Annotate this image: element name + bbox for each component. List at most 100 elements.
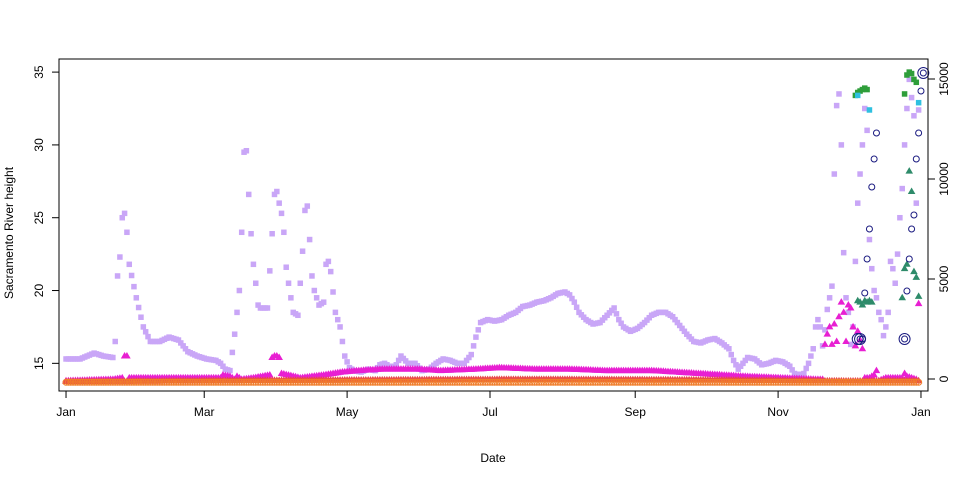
data-point-baseline	[252, 378, 260, 386]
data-point-baseline	[88, 378, 96, 386]
data-point-baseline	[509, 378, 517, 386]
data-point-baseline	[901, 378, 909, 386]
data-point-baseline	[680, 378, 688, 386]
data-point-baseline	[200, 378, 208, 386]
data-point-baseline	[528, 378, 536, 386]
data-point-flow	[825, 322, 834, 330]
data-point-height	[862, 105, 868, 112]
data-point-height	[302, 207, 308, 214]
data-point-baseline	[748, 378, 756, 386]
data-point-teal_series	[907, 187, 916, 194]
data-point-baseline	[125, 378, 133, 386]
data-point-baseline	[821, 378, 829, 386]
data-point-baseline	[638, 378, 646, 386]
data-point-navy_series	[903, 287, 911, 295]
data-point-baseline	[561, 378, 569, 386]
data-point-height	[908, 94, 915, 101]
data-point-baseline	[376, 378, 384, 386]
data-point-baseline	[720, 378, 728, 386]
data-point-height	[669, 313, 676, 320]
data-point-baseline	[598, 378, 606, 386]
data-point-baseline	[449, 378, 457, 386]
data-point-baseline	[160, 378, 168, 386]
data-point-height	[297, 280, 304, 286]
data-point-baseline	[81, 378, 89, 386]
data-point-baseline	[210, 378, 218, 386]
data-point-baseline	[495, 378, 503, 386]
data-point-height	[323, 261, 329, 268]
data-point-baseline	[713, 378, 721, 386]
y-right-axis: 0 5000 10000 15000	[927, 62, 951, 382]
data-point-baseline	[516, 378, 524, 386]
data-point-baseline	[378, 378, 386, 386]
data-point-baseline	[107, 378, 115, 386]
data-point-baseline	[755, 378, 763, 386]
data-point-navy_series	[910, 211, 918, 219]
data-point-baseline	[502, 378, 510, 386]
data-point-height	[313, 295, 320, 301]
data-point-baseline	[650, 378, 658, 386]
data-point-height	[836, 91, 842, 97]
data-point-height	[679, 325, 685, 332]
data-point-baseline	[577, 378, 585, 386]
data-point-baseline	[610, 378, 618, 386]
data-point-baseline	[186, 378, 194, 386]
data-point-baseline	[619, 378, 627, 386]
data-point-height	[119, 214, 125, 221]
data-point-baseline	[341, 378, 349, 386]
data-point-baseline	[739, 378, 747, 386]
data-point-height	[899, 185, 905, 192]
data-point-baseline	[139, 378, 147, 386]
data-point-navy_series	[912, 155, 920, 163]
data-point-height	[817, 324, 824, 330]
data-point-baseline	[814, 378, 822, 386]
data-point-baseline	[601, 378, 609, 386]
data-point-baseline	[500, 378, 508, 386]
data-point-height	[395, 357, 402, 364]
data-point-height	[475, 327, 482, 333]
data-point-baseline	[465, 378, 473, 386]
data-point-baseline	[268, 378, 276, 386]
data-point-baseline	[870, 378, 878, 386]
data-point-baseline	[657, 378, 665, 386]
data-point-baseline	[533, 378, 541, 386]
data-point-baseline	[100, 378, 108, 386]
data-point-baseline	[716, 378, 724, 386]
data-point-baseline	[228, 378, 236, 386]
data-point-height	[913, 200, 920, 206]
data-point-baseline	[535, 378, 543, 386]
data-point-baseline	[238, 378, 246, 386]
data-point-flow	[914, 299, 923, 307]
data-point-baseline	[905, 378, 913, 386]
data-point-baseline	[90, 378, 98, 386]
data-point-height	[281, 229, 287, 236]
data-point-height	[140, 324, 147, 330]
data-point-teal_series	[910, 267, 918, 275]
data-point-baseline	[322, 378, 330, 386]
data-point-baseline	[348, 378, 356, 386]
y-right-tick-label: 10000	[937, 162, 951, 196]
data-point-baseline	[868, 378, 876, 386]
data-point-height	[880, 332, 887, 339]
data-point-baseline	[315, 378, 323, 386]
data-point-baseline	[783, 378, 791, 386]
data-point-baseline	[622, 378, 630, 386]
data-point-flow	[837, 298, 846, 305]
data-point-height	[733, 362, 739, 368]
data-point-green_series	[904, 72, 910, 78]
data-point-height	[470, 343, 477, 349]
data-point-baseline	[430, 378, 438, 386]
data-point-baseline	[451, 378, 459, 386]
data-point-baseline	[547, 378, 555, 386]
data-point-baseline	[292, 378, 300, 386]
data-point-navy_series	[865, 225, 873, 233]
data-point-baseline	[591, 378, 599, 386]
data-point-baseline	[790, 378, 798, 386]
data-point-height	[618, 320, 624, 327]
data-point-teal_series	[900, 264, 909, 272]
data-point-baseline	[655, 378, 663, 386]
data-point-height	[789, 367, 795, 373]
data-point-baseline	[641, 378, 649, 386]
data-point-baseline	[669, 378, 677, 386]
data-point-baseline	[109, 378, 117, 386]
